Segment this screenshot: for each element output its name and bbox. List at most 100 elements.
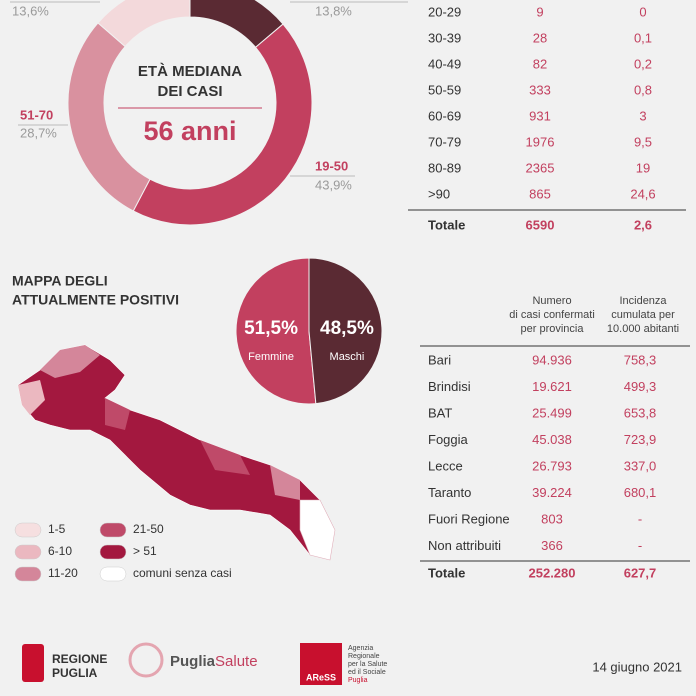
legend-label: 1-5 (48, 522, 66, 536)
region (105, 398, 130, 430)
table-cell: 24,6 (630, 186, 655, 201)
pie-label: 51,5% (244, 318, 298, 339)
table-header: di casi confermati (509, 309, 595, 321)
table-cell: 337,0 (624, 458, 657, 473)
table-cell: 333 (529, 82, 551, 97)
table-cell: 80-89 (428, 160, 461, 175)
logo-text: Puglia (170, 653, 216, 670)
median: 56 anni (143, 116, 236, 146)
table-cell: 0,1 (634, 30, 652, 45)
table-cell: 50-59 (428, 82, 461, 97)
legend-swatch (14, 544, 42, 560)
table-cell: - (638, 538, 642, 553)
age-donut (67, 0, 313, 226)
region (200, 440, 250, 475)
table-cell: 40-49 (428, 56, 461, 71)
pie-slice (235, 257, 317, 405)
logo-text: PUGLIA (52, 666, 98, 680)
table-cell: 19.621 (532, 379, 572, 394)
table-cell: >90 (428, 186, 450, 201)
region (299, 499, 336, 561)
logo-text: Regionale (348, 653, 380, 660)
map-title: MAPPA DEGLI (12, 273, 108, 289)
table-cell: 803 (541, 511, 563, 526)
map (17, 344, 336, 561)
table-cell: 20-29 (428, 4, 461, 19)
table-cell: 931 (529, 108, 551, 123)
donut-segment (97, 0, 191, 48)
region (18, 380, 45, 415)
donut-label: 28,7% (20, 125, 57, 140)
table-cell: 45.038 (532, 432, 572, 447)
table-cell: 366 (541, 538, 563, 553)
table-cell: 758,3 (624, 352, 657, 367)
footer: REGIONE PUGLIA PugliaSalute AReSS Agenzi… (22, 642, 682, 685)
donut-label: 19-50 (315, 158, 348, 173)
logo-text: Salute (215, 653, 258, 670)
table-cell: 653,8 (624, 405, 657, 420)
table-cell: Bari (428, 352, 451, 367)
table-cell: 39.224 (532, 485, 572, 500)
donut-segment (67, 22, 151, 212)
region (270, 465, 300, 500)
table-cell: BAT (428, 405, 452, 420)
date: 14 giugno 2021 (592, 659, 682, 674)
logo-text: REGIONE (52, 652, 107, 666)
legend: 1-5 6-10 11-20 21-50 > 51 comuni senza casi (14, 522, 232, 582)
table-cell: 19 (636, 160, 650, 175)
map-title: ATTUALMENTE POSITIVI (12, 292, 179, 308)
table-cell: 252.280 (529, 565, 576, 580)
table-cell: Lecce (428, 458, 463, 473)
table-cell: Totale (428, 565, 465, 580)
table-cell: 680,1 (624, 485, 657, 500)
logo-text: PugliaSalute (170, 653, 258, 670)
logo (128, 642, 164, 678)
table-header: per provincia (521, 323, 585, 335)
legend-label: > 51 (133, 544, 157, 558)
table-header: Incidenza (619, 295, 667, 307)
donut-title: DEI CASI (157, 83, 222, 100)
logo (300, 643, 342, 685)
logo-text: AReSS (306, 672, 336, 682)
table-cell: 70-79 (428, 134, 461, 149)
table-cell: 9,5 (634, 134, 652, 149)
donut-label: 13,8% (315, 3, 352, 18)
legend-swatch (14, 522, 42, 538)
donut-label: 43,9% (315, 177, 352, 192)
legend-swatch (99, 522, 127, 538)
table-cell: 627,7 (624, 565, 657, 580)
table-cell: 2365 (526, 160, 555, 175)
table-cell: 30-39 (428, 30, 461, 45)
legend-label: 21-50 (133, 522, 164, 536)
table-cell: 82 (533, 56, 547, 71)
table-cell: Fuori Regione (428, 511, 510, 526)
logo (22, 644, 44, 682)
table-cell: 6590 (526, 217, 555, 232)
legend-label: comuni senza casi (133, 566, 232, 580)
table-cell: Brindisi (428, 379, 471, 394)
table-header: 10.000 abitanti (607, 323, 679, 335)
table-cell: 3 (639, 108, 646, 123)
table-header: Numero (532, 295, 571, 307)
pie-caption: Femmine (248, 351, 294, 363)
table-cell: Totale (428, 217, 465, 232)
logo-text: per la Salute (348, 661, 387, 668)
pie-label: 48,5% (320, 318, 374, 339)
donut-title: ETÀ MEDIANA (138, 63, 242, 80)
pie-caption: Maschi (330, 351, 365, 363)
table-cell: 0,2 (634, 56, 652, 71)
table-cell: Foggia (428, 432, 469, 447)
table-cell: Non attribuiti (428, 538, 501, 553)
donut-segment (132, 23, 313, 226)
table-cell: 723,9 (624, 432, 657, 447)
table-cell: 499,3 (624, 379, 657, 394)
table-cell: 865 (529, 186, 551, 201)
donut-label: 13,6% (12, 3, 49, 18)
table-cell: 1976 (526, 134, 555, 149)
table-cell: 0,8 (634, 82, 652, 97)
table-cell: - (638, 511, 642, 526)
pie-slice (308, 257, 383, 405)
table-cell: 9 (536, 4, 543, 19)
